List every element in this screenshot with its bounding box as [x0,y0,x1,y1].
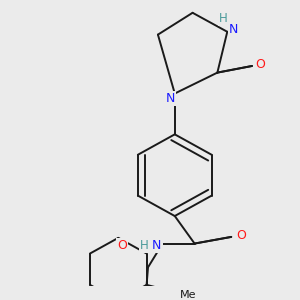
Text: O: O [236,230,246,242]
Text: H: H [140,239,148,252]
Text: H: H [219,12,228,25]
Text: N: N [229,23,238,36]
Text: Me: Me [180,290,196,300]
Text: N: N [166,92,176,105]
Text: N: N [152,239,162,252]
Text: O: O [255,58,265,70]
Text: O: O [117,239,127,252]
